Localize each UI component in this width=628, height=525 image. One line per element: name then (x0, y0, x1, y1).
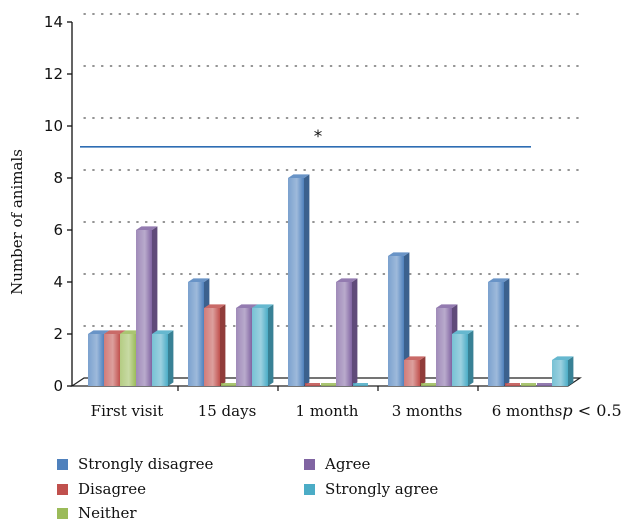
bar (552, 356, 574, 386)
bar (537, 383, 552, 386)
x-tick-label: 6 months (492, 402, 563, 420)
y-tick-labels: 0 2 4 6 8 10 12 14 (44, 13, 63, 395)
bar (488, 278, 510, 386)
bar (336, 278, 358, 386)
bar (288, 174, 310, 386)
bar (388, 252, 410, 386)
y-tick-label: 14 (44, 13, 63, 31)
bar (305, 383, 320, 386)
y-tick-label: 6 (53, 221, 63, 239)
grid-lines (83, 13, 581, 327)
bar (252, 304, 274, 386)
x-tick-label: First visit (91, 402, 164, 420)
bar (204, 304, 226, 386)
bar (421, 383, 436, 386)
y-tick-label: 12 (44, 65, 63, 83)
y-tick-label: 8 (53, 169, 63, 187)
bar (505, 383, 520, 386)
bar (221, 383, 236, 386)
x-tick-labels: First visit 15 days 1 month 3 months 6 month… (91, 402, 563, 420)
bars (88, 174, 574, 386)
bar (452, 330, 474, 386)
y-tick-label: 0 (53, 377, 63, 395)
y-axis-label: Number of animals (8, 149, 26, 295)
x-tick-label: 15 days (198, 402, 257, 420)
axes (67, 21, 479, 391)
x-tick-label: 1 month (296, 402, 359, 420)
bar (152, 330, 174, 386)
x-tick-label: 3 months (392, 402, 463, 420)
y-tick-label: 10 (44, 117, 63, 135)
y-tick-label: 2 (53, 325, 63, 343)
bar (321, 383, 336, 386)
significance-marker: * (314, 127, 323, 147)
p-value-label: p < 0.5 (562, 401, 621, 420)
bar (521, 383, 536, 386)
bar (404, 356, 426, 386)
y-tick-label: 4 (53, 273, 63, 291)
bar (353, 383, 368, 386)
